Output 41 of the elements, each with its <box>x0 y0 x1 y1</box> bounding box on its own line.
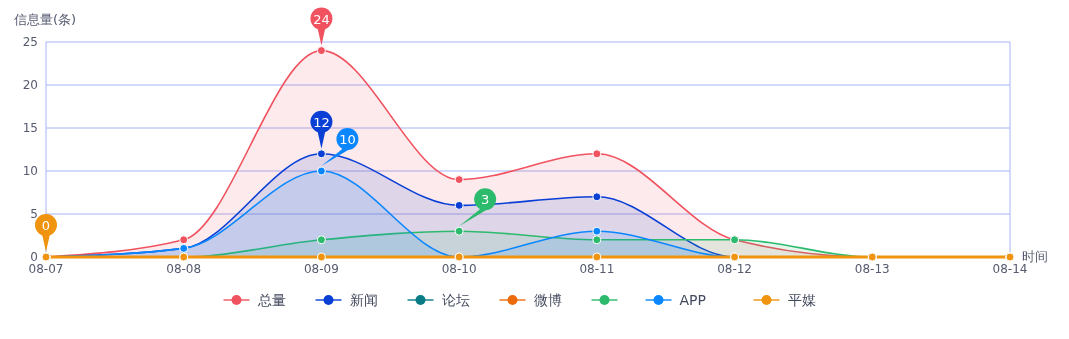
y-axis-title: 信息量(条) <box>14 12 77 27</box>
x-tick-label: 08-11 <box>579 262 615 276</box>
annotation: 12 <box>313 114 330 130</box>
point <box>316 149 326 159</box>
point <box>454 226 464 236</box>
legend-label: 微博 <box>533 292 562 308</box>
x-tick-label: 08-09 <box>303 262 339 276</box>
legend-label: 总量 <box>256 292 286 308</box>
y-tick-label: 15 <box>22 121 38 135</box>
legend-label: 平媒 <box>787 292 816 308</box>
point <box>454 200 464 210</box>
x-tick-label: 08-12 <box>717 262 753 276</box>
point <box>316 235 326 245</box>
x-axis-title: 时间 <box>1022 249 1048 264</box>
annotation: 0 <box>41 218 51 233</box>
point <box>454 175 464 185</box>
x-tick-label: 08-13 <box>854 262 890 276</box>
legend-label: 新闻 <box>349 292 378 308</box>
x-tick-label: 08-08 <box>166 262 202 276</box>
x-tick-label: 08-10 <box>441 262 477 276</box>
point <box>316 46 326 56</box>
point <box>592 192 602 202</box>
point <box>592 149 602 159</box>
y-tick-label: 5 <box>30 207 38 221</box>
x-tick-label: 08-07 <box>28 262 64 276</box>
point <box>592 226 602 236</box>
point <box>592 252 602 262</box>
annotation: 3 <box>481 192 490 208</box>
legend-label: 论坛 <box>441 292 470 308</box>
annotation: 10 <box>339 132 356 147</box>
annotation: 24 <box>313 11 330 27</box>
y-tick-label: 0 <box>30 250 38 264</box>
y-tick-label: 20 <box>22 78 38 92</box>
y-tick-label: 25 <box>22 35 38 49</box>
x-tick-label: 08-14 <box>992 262 1028 276</box>
y-tick-label: 10 <box>22 164 38 178</box>
point <box>316 166 326 176</box>
legend-label: APP <box>679 292 706 308</box>
point <box>179 235 189 245</box>
point <box>316 252 326 262</box>
point <box>592 235 602 245</box>
